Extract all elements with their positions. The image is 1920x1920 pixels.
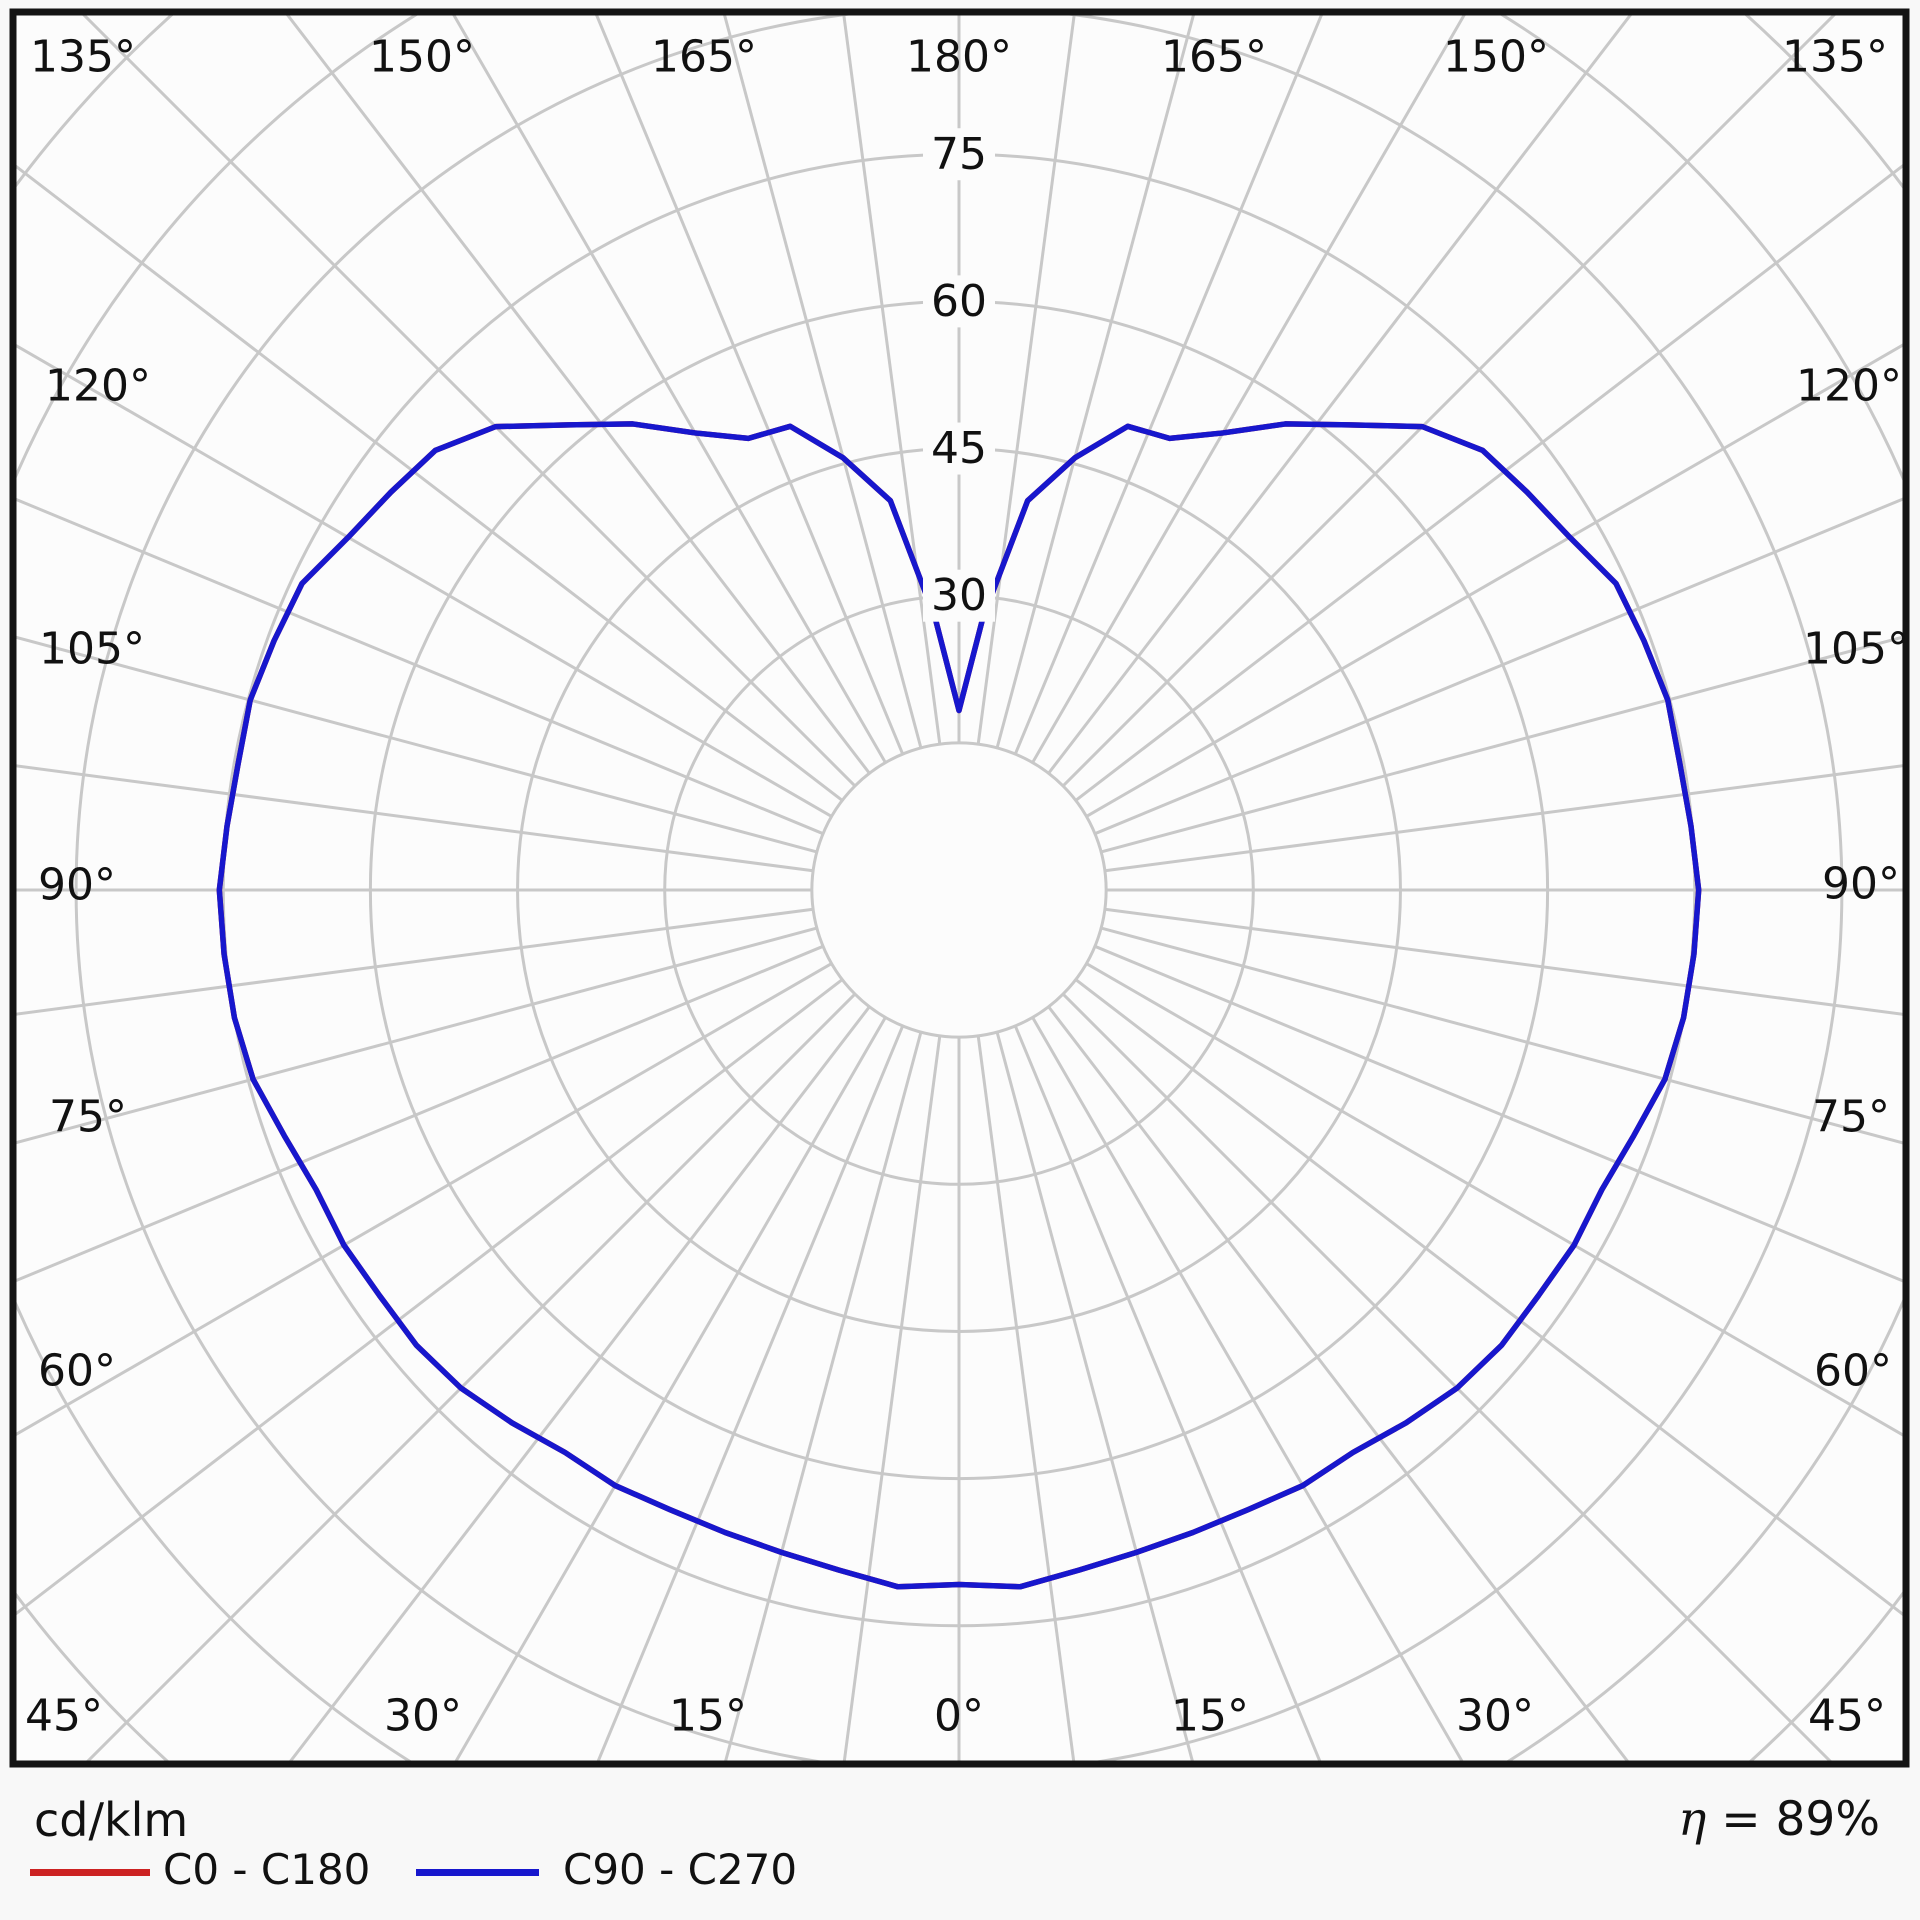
angle-label-left: 120° [45, 361, 151, 412]
eta-symbol: η [1678, 1792, 1707, 1847]
grid-spoke-307.5 [16, 978, 844, 1616]
grid-spoke-337.5 [596, 1025, 905, 1761]
radial-label-bg [923, 275, 995, 328]
grid-spoke-240 [16, 344, 833, 818]
grid-spoke-7.5 [976, 1035, 1076, 1761]
grid-spoke-60 [1085, 962, 1903, 1437]
grid-spoke-210 [452, 15, 887, 764]
grid-spoke-292.5 [16, 944, 824, 1283]
legend-line-c0-c180 [30, 1869, 150, 1876]
grid-spoke-150 [1031, 15, 1466, 764]
legend-line-c90-c270 [416, 1869, 539, 1876]
grid-spoke-195 [723, 15, 923, 749]
angle-label-bottom: 15° [1171, 1691, 1249, 1742]
radial-label-bg [923, 569, 995, 622]
angle-label-top: 135° [1782, 32, 1888, 83]
radial-tick-label: 45 [931, 423, 987, 474]
legend-label-c0-c180: C0 - C180 [163, 1845, 371, 1894]
grid-spoke-112.5 [1094, 497, 1903, 836]
angle-label-bottom: 0° [934, 1691, 984, 1742]
angle-label-top: 180° [906, 32, 1012, 83]
angle-label-left: 90° [38, 860, 116, 911]
angle-label-top: 165° [1161, 32, 1267, 83]
curves [216, 421, 1702, 1590]
radial-label-bg [923, 422, 995, 475]
grid-spoke-142.5 [1047, 15, 1632, 775]
grid-spoke-345 [724, 1031, 923, 1761]
curve-c90-c270 [216, 421, 1702, 1590]
grid-spoke-52.5 [1074, 978, 1903, 1616]
grid-spoke-135 [1061, 15, 1836, 788]
grid-spoke-232.5 [16, 164, 844, 802]
angle-label-right: 105° [1803, 624, 1909, 675]
angle-label-top: 150° [1443, 32, 1549, 83]
angle-label-bottom: 15° [669, 1691, 747, 1742]
grid-spoke-300 [16, 962, 833, 1436]
efficiency-label: η = 89% [1678, 1792, 1880, 1847]
angle-label-bottom: 30° [384, 1691, 462, 1742]
grid-spoke-217.5 [286, 15, 871, 775]
plot-border [9, 8, 1910, 1768]
efficiency-value: = 89% [1706, 1792, 1880, 1847]
angle-label-right: 60° [1814, 1346, 1892, 1397]
grid-spoke-45 [1061, 992, 1832, 1761]
grid-spoke-165 [995, 15, 1195, 749]
angle-label-top: 165° [651, 32, 757, 83]
grid-spoke-330 [454, 1016, 887, 1761]
angle-label-bottom: 30° [1456, 1691, 1534, 1742]
grid-spoke-127.5 [1074, 164, 1903, 802]
grid-spoke-30 [1031, 1016, 1464, 1761]
radial-tick-label: 75 [931, 129, 987, 180]
angle-label-right: 120° [1796, 361, 1902, 412]
angle-label-right: 75° [1812, 1092, 1890, 1143]
grid-spoke-202.5 [595, 15, 905, 755]
grid-spoke-187.5 [842, 15, 942, 745]
angle-label-left: 45° [25, 1691, 103, 1742]
radial-tick-label: 60 [931, 276, 987, 327]
radial-label-bg [923, 128, 995, 181]
angle-label-right: 90° [1822, 859, 1900, 910]
grid-spoke-67.5 [1094, 944, 1903, 1283]
angle-label-top: 135° [30, 32, 136, 83]
grid-spoke-37.5 [1047, 1005, 1629, 1761]
grid-spoke-22.5 [1013, 1025, 1322, 1761]
grid-spoke-352.5 [842, 1035, 942, 1761]
grid-spoke-120 [1085, 343, 1903, 818]
angle-label-top: 150° [369, 32, 475, 83]
grid-spoke-172.5 [976, 15, 1076, 745]
grid-spoke-247.5 [16, 497, 824, 836]
angle-label-left: 75° [49, 1092, 127, 1143]
angle-label-left: 60° [38, 1346, 116, 1397]
grid-spoke-315 [86, 992, 857, 1761]
grid-spoke-225 [82, 15, 857, 788]
grid-spoke-322.5 [289, 1005, 871, 1761]
legend: C0 - C180 C90 - C270 [0, 1845, 1920, 1905]
legend-label-c90-c270: C90 - C270 [563, 1845, 798, 1894]
unit-label: cd/klm [34, 1793, 189, 1847]
angle-label-right: 45° [1808, 1691, 1886, 1742]
grid-spoke-157.5 [1013, 15, 1323, 755]
grid-spoke-15 [995, 1031, 1194, 1761]
angle-label-left: 105° [39, 624, 145, 675]
radial-tick-label: 30 [931, 570, 987, 621]
